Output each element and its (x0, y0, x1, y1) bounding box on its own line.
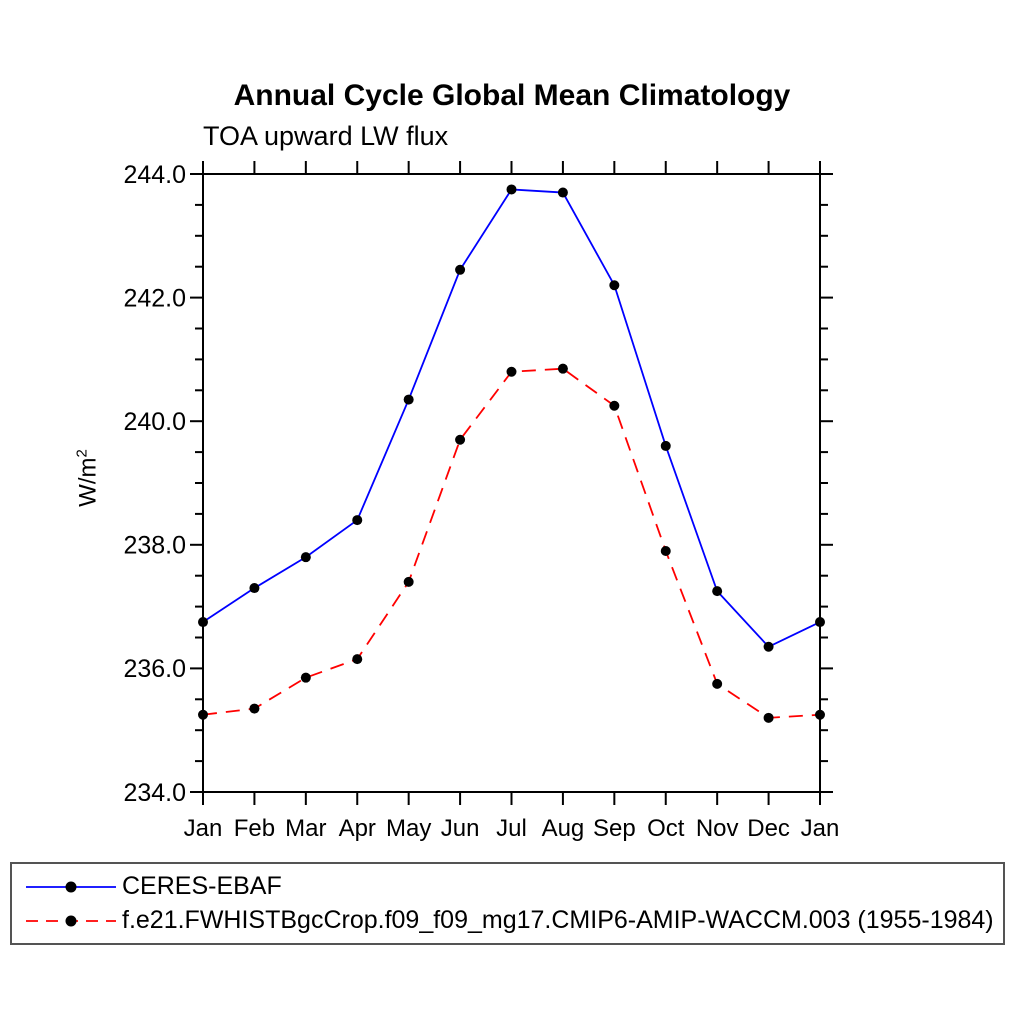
data-point-marker (249, 703, 260, 714)
data-point-marker (352, 515, 363, 526)
data-point-marker (352, 654, 363, 665)
legend-line-sample-solid-icon (26, 881, 116, 892)
x-tick-label: Mar (285, 815, 326, 842)
legend-label: f.e21.FWHISTBgcCrop.f09_f09_mg17.CMIP6-A… (122, 906, 994, 934)
data-point-marker (198, 617, 208, 628)
data-point-marker (455, 434, 466, 445)
x-tick-label: Jan (801, 815, 840, 842)
data-point-marker (300, 672, 311, 683)
y-tick-label: 238.0 (123, 532, 186, 560)
data-point-marker (557, 187, 568, 198)
x-tick-label: Apr (339, 815, 376, 842)
x-tick-label: Oct (647, 815, 685, 842)
x-tick-label: Aug (542, 815, 585, 842)
y-tick-label: 244.0 (123, 161, 186, 189)
data-point-marker (712, 678, 723, 689)
data-point-marker (557, 363, 568, 374)
data-point-marker (660, 440, 671, 451)
data-point-marker (300, 552, 311, 563)
data-point-marker (712, 586, 723, 597)
y-tick-label: 234.0 (123, 779, 186, 807)
data-point-marker (763, 641, 774, 652)
legend-box: CERES-EBAF f.e21.FWHISTBgcCrop.f09_f09_m… (10, 862, 1005, 945)
y-tick-label: 236.0 (123, 655, 186, 683)
axis-frame (202, 173, 821, 793)
legend-entry-model-run: f.e21.FWHISTBgcCrop.f09_f09_mg17.CMIP6-A… (12, 904, 1003, 938)
x-tick-label: Sep (593, 815, 636, 842)
data-point-marker (815, 617, 825, 628)
data-point-marker (506, 366, 517, 377)
x-tick-label: Feb (234, 815, 275, 842)
series-line-model-run (202, 367, 821, 719)
y-tick-label: 242.0 (123, 284, 186, 312)
data-point-marker (763, 712, 774, 723)
data-point-marker (506, 184, 517, 195)
data-point-marker (455, 264, 466, 275)
chart-subtitle: TOA upward LW flux (203, 121, 449, 151)
data-point-marker (609, 400, 620, 411)
data-point-marker (403, 394, 414, 405)
data-point-marker (815, 709, 825, 720)
x-tick-label: Dec (747, 815, 790, 842)
data-point-marker (609, 280, 620, 291)
data-point-marker (249, 583, 260, 594)
legend-entry-ceres-ebaf: CERES-EBAF (12, 870, 1003, 904)
x-tick-label: Jan (184, 815, 223, 842)
data-point-marker (660, 545, 671, 556)
plot-area: Jan Feb Mar Apr May Jun Jul Aug Sep Oct Nov Dec Jan 2… (123, 161, 840, 842)
data-point-marker (198, 709, 208, 720)
data-point-marker (403, 576, 414, 587)
x-tick-label: Nov (696, 815, 739, 842)
chart-title: Annual Cycle Global Mean Climatology (233, 79, 791, 112)
x-tick-label: May (386, 815, 431, 842)
series-line-ceres-ebaf (202, 188, 821, 648)
legend-label: CERES-EBAF (122, 872, 282, 900)
y-tick-label: 240.0 (123, 408, 186, 436)
x-tick-label: Jul (496, 815, 527, 842)
legend-line-sample-dashed-icon (26, 915, 116, 926)
x-tick-label: Jun (441, 815, 480, 842)
